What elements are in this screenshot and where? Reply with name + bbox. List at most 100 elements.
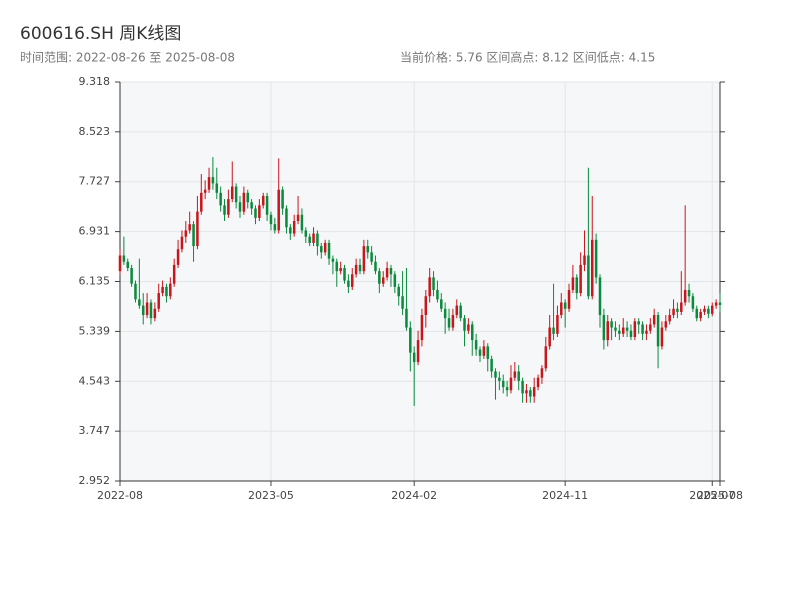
candle-body	[138, 299, 141, 306]
candle-body	[556, 315, 559, 334]
candle-body	[153, 308, 157, 319]
candle-body	[579, 264, 582, 294]
candle-body	[718, 302, 722, 306]
candle-body	[161, 286, 164, 294]
candle-body	[420, 315, 424, 341]
candle-body	[560, 302, 563, 316]
candle-body	[680, 302, 683, 312]
candle-body	[548, 327, 551, 347]
candle-body	[242, 192, 246, 212]
candle-body	[563, 302, 567, 309]
candle-body	[238, 202, 242, 212]
candle-body	[397, 286, 400, 297]
candle-body	[525, 390, 528, 394]
y-tick-label: 3.747	[79, 424, 111, 437]
candle-body	[343, 268, 346, 281]
candle-body	[157, 293, 160, 309]
candle-body	[381, 277, 385, 284]
candle-body	[711, 305, 714, 314]
candle-body	[672, 308, 675, 316]
candle-body	[540, 368, 544, 378]
candle-body	[482, 346, 486, 356]
candle-body	[645, 330, 648, 334]
candle-body	[219, 192, 222, 206]
candle-body	[261, 195, 265, 206]
candle-body	[258, 205, 261, 218]
candle-body	[227, 199, 230, 215]
candle-body	[409, 327, 412, 353]
candle-body	[598, 277, 602, 316]
candle-body	[691, 296, 695, 309]
candle-body	[149, 302, 153, 319]
candle-body	[354, 264, 358, 275]
candle-body	[254, 208, 257, 218]
candle-body	[478, 349, 482, 356]
candle-body	[529, 390, 532, 397]
candle-body	[474, 340, 478, 350]
candle-body	[447, 318, 451, 328]
candle-body	[165, 286, 168, 297]
chart-title: 600616.SH 周K线图	[20, 24, 181, 44]
candle-body	[459, 305, 462, 319]
candle-body	[440, 299, 443, 309]
candle-body	[517, 371, 520, 381]
candle-body	[200, 192, 203, 212]
candle-body	[629, 330, 633, 337]
candle-body	[621, 327, 625, 334]
y-tick-label: 9.318	[79, 75, 111, 88]
candle-body	[196, 211, 199, 247]
candle-body	[451, 315, 455, 328]
candle-body	[594, 239, 598, 278]
candle-body	[521, 380, 524, 394]
candle-body	[180, 236, 184, 250]
candle-body	[277, 189, 280, 231]
candle-body	[567, 289, 571, 309]
candle-body	[513, 371, 517, 378]
candle-body	[618, 330, 621, 334]
candle-body	[296, 214, 300, 222]
candle-body	[335, 261, 339, 272]
candle-body	[358, 264, 362, 272]
candle-body	[351, 274, 354, 287]
candle-body	[192, 224, 195, 247]
candle-body	[656, 315, 660, 347]
candle-body	[188, 224, 191, 231]
candle-body	[591, 239, 594, 297]
candle-body	[339, 268, 342, 272]
candle-body	[362, 246, 366, 272]
candle-body	[633, 321, 637, 337]
candle-body	[637, 321, 640, 325]
candle-body	[486, 346, 489, 359]
x-tick-label: 2025-07	[689, 489, 735, 502]
candle-body	[610, 321, 613, 328]
candle-body	[269, 214, 273, 225]
candle-body	[122, 255, 126, 262]
candle-body	[664, 321, 668, 328]
candle-body	[141, 305, 145, 316]
candle-body	[234, 186, 238, 203]
y-tick-label: 6.931	[79, 225, 111, 238]
candle-body	[660, 327, 664, 347]
subtitle-left: 时间范围: 2022-08-26 至 2025-08-08	[20, 51, 235, 65]
y-tick-label: 7.727	[79, 175, 111, 188]
candle-body	[583, 255, 586, 265]
candle-body	[300, 214, 304, 231]
candle-body	[405, 308, 408, 328]
candle-body	[571, 277, 575, 290]
candle-body	[606, 321, 609, 341]
candle-body	[471, 324, 474, 341]
candle-body	[292, 221, 296, 234]
candle-body	[490, 358, 493, 372]
candle-body	[652, 315, 656, 325]
candle-body	[436, 289, 439, 300]
candle-body	[223, 205, 226, 215]
candle-body	[273, 224, 277, 231]
candle-body	[393, 274, 397, 287]
candle-body	[443, 308, 447, 319]
candle-body	[378, 271, 381, 284]
candle-body	[707, 308, 710, 314]
candle-body	[207, 177, 211, 190]
candle-body	[494, 371, 497, 378]
candle-body	[625, 327, 629, 331]
candle-body	[176, 249, 180, 265]
